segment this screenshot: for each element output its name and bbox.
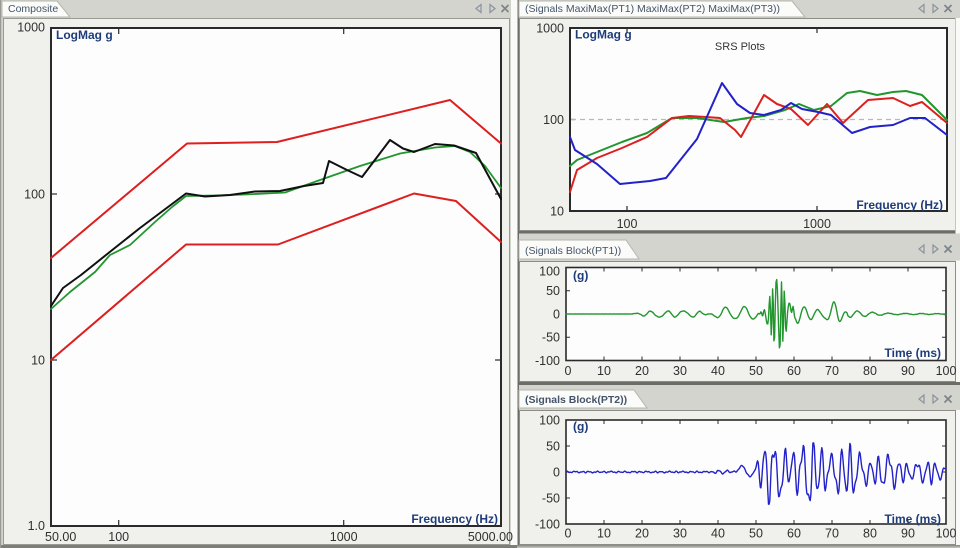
svg-text:20: 20 (635, 364, 649, 378)
svg-text:LogMag g: LogMag g (56, 28, 113, 42)
svg-text:0: 0 (553, 466, 560, 480)
svg-text:-100: -100 (535, 354, 560, 368)
svg-text:100: 100 (24, 188, 45, 202)
svg-text:40: 40 (711, 527, 725, 541)
svg-text:70: 70 (825, 527, 839, 541)
svg-text:80: 80 (863, 527, 877, 541)
svg-text:Frequency (Hz): Frequency (Hz) (856, 198, 943, 212)
svg-text:70: 70 (825, 364, 839, 378)
svg-text:5000.00: 5000.00 (468, 530, 513, 544)
svg-text:Frequency (Hz): Frequency (Hz) (411, 512, 498, 526)
svg-text:(g): (g) (573, 269, 588, 283)
svg-text:0: 0 (565, 527, 572, 541)
svg-text:1000: 1000 (803, 217, 831, 231)
svg-text:-50: -50 (542, 331, 560, 345)
svg-text:100: 100 (543, 113, 564, 127)
svg-text:50: 50 (749, 527, 763, 541)
svg-text:1000: 1000 (330, 530, 358, 544)
svg-text:10: 10 (550, 205, 564, 219)
svg-text:100: 100 (108, 530, 129, 544)
svg-text:60: 60 (787, 527, 801, 541)
svg-text:60: 60 (787, 364, 801, 378)
svg-text:30: 30 (673, 364, 687, 378)
svg-text:80: 80 (863, 364, 877, 378)
svg-text:-50: -50 (542, 492, 560, 506)
svg-text:(Signals MaxiMax(PT1) MaxiMax(: (Signals MaxiMax(PT1) MaxiMax(PT2) MaxiM… (525, 3, 780, 15)
svg-text:10: 10 (597, 364, 611, 378)
svg-text:90: 90 (901, 364, 915, 378)
svg-text:Composite: Composite (8, 3, 58, 15)
svg-text:Time (ms): Time (ms) (885, 346, 941, 360)
svg-text:(g): (g) (573, 420, 588, 434)
svg-text:100: 100 (539, 265, 560, 279)
svg-text:1.0: 1.0 (28, 519, 45, 533)
svg-text:SRS Plots: SRS Plots (715, 41, 766, 53)
svg-text:1000: 1000 (17, 21, 45, 35)
svg-text:Time (ms): Time (ms) (885, 512, 941, 526)
svg-text:50: 50 (546, 284, 560, 298)
svg-text:100: 100 (936, 527, 957, 541)
svg-text:30: 30 (673, 527, 687, 541)
svg-text:0: 0 (565, 364, 572, 378)
svg-text:0: 0 (553, 308, 560, 322)
svg-text:(Signals Block(PT2)): (Signals Block(PT2)) (525, 394, 627, 406)
svg-text:10: 10 (31, 354, 45, 368)
svg-text:50.00: 50.00 (45, 530, 76, 544)
svg-text:LogMag g: LogMag g (575, 28, 632, 42)
svg-text:50: 50 (546, 440, 560, 454)
svg-text:-100: -100 (535, 518, 560, 532)
svg-text:(Signals Block(PT1)): (Signals Block(PT1)) (525, 245, 621, 257)
svg-text:100: 100 (539, 414, 560, 428)
svg-text:100: 100 (617, 217, 638, 231)
svg-text:100: 100 (936, 364, 957, 378)
svg-text:1000: 1000 (536, 22, 564, 36)
svg-text:40: 40 (711, 364, 725, 378)
svg-text:10: 10 (597, 527, 611, 541)
svg-text:50: 50 (749, 364, 763, 378)
svg-text:90: 90 (901, 527, 915, 541)
svg-text:20: 20 (635, 527, 649, 541)
